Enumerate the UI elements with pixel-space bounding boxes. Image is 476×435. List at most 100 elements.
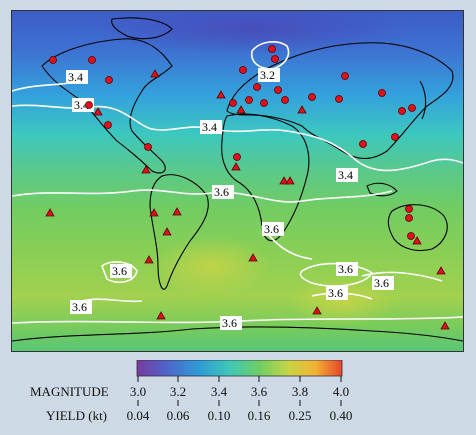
seismic-station-marker [405, 205, 413, 213]
infrasound-station-marker [312, 306, 322, 315]
seismic-station-marker [274, 86, 282, 94]
yield-tick: 0.04 [127, 408, 150, 423]
contour-label: 3.6 [328, 286, 343, 300]
magnitude-tick: 3.0 [130, 384, 146, 399]
contour-label: 3.4 [68, 70, 83, 84]
yield-tick: 0.16 [248, 408, 271, 423]
yield-tick: 0.25 [289, 408, 312, 423]
seismic-station-marker [49, 56, 57, 64]
contour-label: 3.2 [260, 68, 275, 82]
greenland-coast [111, 17, 173, 40]
south-america-coast [149, 174, 209, 290]
africa-coast [221, 113, 310, 242]
north-america-coast [41, 38, 173, 174]
seismic-station-marker [144, 143, 152, 151]
infrasound-station-marker [436, 266, 446, 275]
legend-svg: MAGNITUDE YIELD (kt) 3.0 3.2 3.4 3.6 3.8… [30, 359, 353, 423]
detection-threshold-map: 3.4 3.2 3.4 3.4 3.6 3.4 3.6 3.6 3.6 3.6 … [11, 10, 464, 352]
infrasound-station-marker [149, 208, 159, 217]
seismic-station-marker [405, 214, 413, 222]
magnitude-tick-labels: 3.0 3.2 3.4 3.6 3.8 4.0 [130, 384, 349, 399]
magnitude-tick: 3.2 [170, 384, 186, 399]
australia-coast [387, 204, 448, 252]
eurasia-coast [226, 42, 454, 160]
infrasound-station-marker [93, 107, 103, 116]
seismic-station-marker [88, 56, 96, 64]
contour-3-6 [101, 261, 138, 284]
contour-3-6 [12, 189, 393, 203]
contour-3-2 [250, 41, 290, 70]
magnitude-tick: 3.6 [251, 384, 268, 399]
high-threshold-region [152, 236, 272, 296]
seismic-station-marker [104, 121, 112, 129]
seismic-station-marker [408, 104, 416, 112]
antarctica-coast [12, 326, 463, 342]
infrasound-stations [45, 69, 450, 330]
colorbar-ticks [137, 376, 342, 406]
seismic-station-marker [407, 232, 415, 240]
yield-tick: 0.40 [330, 408, 353, 423]
seismic-station-marker [398, 107, 406, 115]
contour-label: 3.4 [338, 168, 353, 182]
contour-label: 3.6 [264, 222, 279, 236]
infrasound-station-marker [231, 162, 241, 171]
color-scale-legend: MAGNITUDE YIELD (kt) 3.0 3.2 3.4 3.6 3.8… [0, 359, 476, 430]
contour-3-6 [361, 271, 443, 282]
seismic-station-marker [378, 89, 386, 97]
contour-label: 3.6 [214, 185, 229, 199]
infrasound-station-marker [150, 69, 160, 78]
contour-label: 3.4 [202, 120, 217, 134]
seismic-station-marker [233, 153, 241, 161]
infrasound-station-marker [412, 236, 422, 245]
contour-label: 3.6 [374, 276, 389, 290]
magnitude-axis-label: MAGNITUDE [30, 384, 109, 399]
infrasound-station-marker [248, 253, 258, 262]
seismic-station-marker [335, 95, 343, 103]
seismic-station-marker [253, 83, 261, 91]
yield-tick-labels: 0.04 0.06 0.10 0.16 0.25 0.40 [127, 408, 353, 423]
contour-label: 3.6 [338, 262, 353, 276]
seismic-station-marker [359, 140, 367, 148]
seismic-station-marker [85, 101, 93, 109]
coastlines [12, 17, 463, 342]
seismic-station-marker [308, 93, 316, 101]
contour-label-group: 3.4 3.2 3.4 3.4 3.6 3.4 3.6 3.6 3.6 3.6 … [66, 68, 394, 330]
seismic-station-marker [271, 55, 279, 63]
contour-label: 3.6 [72, 300, 87, 314]
infrasound-station-marker [440, 321, 450, 330]
infrasound-station-marker [45, 208, 55, 217]
low-threshold-region [92, 11, 412, 55]
seismic-station-marker [239, 66, 247, 74]
seismic-station-marker [105, 76, 113, 84]
contour-label: 3.6 [222, 316, 237, 330]
magnitude-tick: 4.0 [333, 384, 349, 399]
japan-coast [419, 80, 427, 120]
infrasound-station-marker [285, 176, 295, 185]
infrasound-station-marker [172, 207, 182, 216]
yield-tick: 0.10 [208, 408, 231, 423]
seismic-station-marker [260, 99, 268, 107]
contour-label: 3.4 [74, 98, 89, 112]
seismic-stations [49, 45, 416, 240]
seismic-station-marker [341, 72, 349, 80]
magnitude-tick: 3.8 [292, 384, 308, 399]
seismic-station-marker [281, 96, 289, 104]
infrasound-station-marker [156, 311, 166, 320]
magnitude-tick: 3.4 [211, 384, 228, 399]
yield-tick: 0.06 [167, 408, 190, 423]
colorbar [136, 359, 343, 377]
infrasound-station-marker [141, 165, 151, 174]
seismic-station-marker [391, 133, 399, 141]
seismic-station-marker [229, 99, 237, 107]
yield-axis-label: YIELD (kt) [46, 408, 107, 423]
infrasound-station-marker [216, 90, 226, 99]
infrasound-station-marker [144, 255, 154, 264]
infrasound-station-marker [236, 105, 246, 114]
contour-label: 3.6 [112, 264, 127, 278]
infrasound-station-marker [162, 227, 172, 236]
map-svg: 3.4 3.2 3.4 3.4 3.6 3.4 3.6 3.6 3.6 3.6 … [12, 11, 463, 351]
seismic-station-marker [245, 96, 253, 104]
infrasound-station-marker [279, 176, 289, 185]
seismic-station-marker [268, 45, 276, 53]
infrasound-station-marker [297, 105, 307, 114]
